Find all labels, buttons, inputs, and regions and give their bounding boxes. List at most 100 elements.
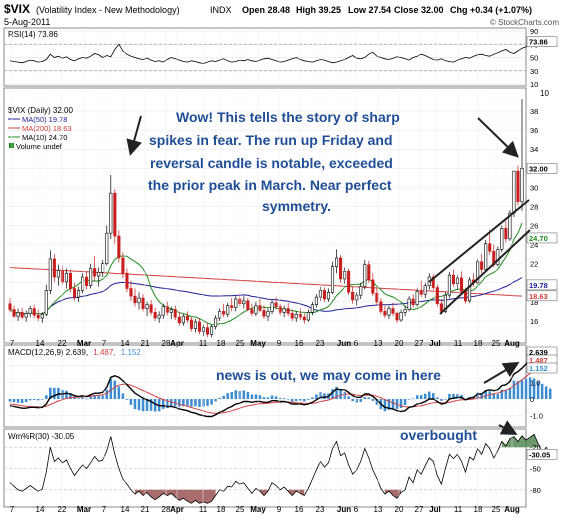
candle-body bbox=[133, 295, 137, 304]
candle-body bbox=[270, 302, 274, 312]
macd-histogram-bar bbox=[496, 393, 500, 399]
x-axis-label: Mar bbox=[77, 505, 91, 514]
price-axis-tick: 22 bbox=[530, 260, 538, 269]
candle-body bbox=[431, 276, 435, 288]
macd-histogram-bar bbox=[286, 399, 290, 400]
price-tag-ma10: 24.70 bbox=[529, 234, 548, 243]
macd-histogram-bar bbox=[383, 399, 387, 412]
macd-histogram-bar bbox=[528, 377, 532, 399]
candle-body bbox=[210, 326, 214, 335]
macd-axis-tick: 0 bbox=[530, 395, 534, 404]
macd-histogram-bar bbox=[105, 389, 109, 399]
candle-body bbox=[298, 313, 302, 318]
candle-body bbox=[129, 288, 133, 297]
x-axis-label: 7 bbox=[10, 505, 15, 514]
price-axis-tick: 38 bbox=[530, 107, 538, 116]
candle-body bbox=[20, 312, 24, 318]
macd-histogram-bar bbox=[214, 399, 217, 402]
macd-histogram-bar bbox=[85, 398, 88, 400]
candle-body bbox=[97, 271, 101, 277]
macd-histogram-bar bbox=[504, 390, 508, 399]
brand-credit: © StockCharts.com bbox=[490, 18, 559, 27]
x-axis-label: Mar bbox=[77, 339, 91, 348]
candle-body bbox=[44, 290, 48, 315]
x-axis-label: 11 bbox=[199, 339, 208, 348]
x-axis-label: Apr bbox=[170, 339, 184, 348]
macd-histogram-bar bbox=[423, 393, 427, 399]
candle-body bbox=[32, 308, 36, 316]
candle-body bbox=[81, 276, 85, 291]
candle-body bbox=[500, 228, 504, 250]
candle-body bbox=[234, 298, 238, 308]
candle-body bbox=[359, 286, 363, 296]
macd-histogram-bar bbox=[77, 398, 80, 399]
macd-histogram-bar bbox=[218, 397, 221, 399]
macd-histogram-bar bbox=[125, 399, 129, 400]
candle-body bbox=[68, 272, 73, 289]
price-tag-close: 32.00 bbox=[529, 164, 548, 173]
macd-annotation: news is out, we may come in here bbox=[216, 367, 441, 383]
macd-histogram-bar bbox=[178, 399, 181, 407]
macd-histogram-bar bbox=[484, 390, 487, 399]
macd-histogram-bar bbox=[355, 399, 358, 403]
candle-body bbox=[56, 270, 60, 278]
macd-histogram-bar bbox=[242, 390, 246, 399]
ohlc-change: Chg +0.34 (+1.07%) bbox=[450, 5, 532, 15]
x-axis-label: Jun bbox=[337, 505, 351, 514]
candle-body bbox=[101, 263, 105, 273]
macd-histogram-bar bbox=[89, 396, 92, 399]
candle-body bbox=[447, 274, 451, 296]
macd-tag-2-box bbox=[526, 362, 558, 374]
candle-body bbox=[480, 261, 484, 270]
macd-histogram-bar bbox=[149, 399, 153, 411]
candle-body bbox=[72, 288, 77, 298]
candle-body bbox=[419, 291, 423, 295]
price-tag-ma50: 19.78 bbox=[529, 281, 548, 290]
x-axis-label: 18 bbox=[474, 339, 483, 348]
macd-histogram-bar bbox=[363, 397, 367, 399]
macd-panel: MACD(12,26,9) 2.639, 1.487, 1.152 bbox=[3, 344, 552, 428]
candle-body bbox=[76, 290, 81, 298]
x-axis-label: 11 bbox=[454, 339, 463, 348]
macd-legend-signal: 1.487, bbox=[93, 348, 115, 357]
x-axis-label: 25 bbox=[492, 505, 501, 514]
macd-line bbox=[9, 354, 551, 418]
candle-body bbox=[137, 297, 141, 304]
macd-histogram-bar bbox=[343, 391, 346, 399]
candle-body bbox=[218, 311, 222, 319]
candle-body bbox=[484, 243, 488, 270]
legend-vix: $VIX (Daily) 32.00 bbox=[8, 106, 73, 115]
candle-body bbox=[274, 302, 278, 307]
candle-body bbox=[459, 277, 464, 292]
williams-legend: Wm%R(30) -30.05 bbox=[8, 432, 75, 441]
candle-body bbox=[302, 316, 306, 321]
x-axis-label: 22 bbox=[58, 505, 67, 514]
candle-body bbox=[222, 311, 226, 315]
x-axis-label: 11 bbox=[199, 505, 208, 514]
channel-upper bbox=[428, 199, 530, 283]
candle-body bbox=[52, 258, 56, 278]
ohlc-high: High 39.25 bbox=[296, 5, 341, 15]
candle-body bbox=[165, 306, 169, 313]
macd-histogram-bar bbox=[532, 378, 536, 399]
macd-histogram-bar bbox=[250, 394, 254, 399]
williams-oversold-fill bbox=[384, 489, 401, 499]
candle-body bbox=[334, 257, 339, 267]
candle-body bbox=[161, 306, 165, 316]
candle-body bbox=[363, 264, 367, 287]
x-axis-label: Jul bbox=[429, 339, 441, 348]
macd-histogram-bar bbox=[512, 380, 516, 399]
x-axis-label: 22 bbox=[58, 339, 67, 348]
candle-body bbox=[105, 232, 109, 264]
candle-body bbox=[266, 311, 270, 317]
rsi-panel: RSI(14) 73.86 bbox=[3, 27, 551, 87]
price-axis-tick: 34 bbox=[530, 145, 538, 154]
candle-body bbox=[250, 309, 254, 314]
macd-histogram-bar bbox=[266, 397, 270, 399]
candle-body bbox=[351, 292, 355, 301]
macd-histogram-bar bbox=[407, 399, 411, 400]
macd-histogram-bar bbox=[399, 399, 403, 409]
candle-body bbox=[379, 301, 383, 312]
candle-body bbox=[113, 192, 117, 237]
macd-histogram-bar bbox=[28, 399, 32, 401]
